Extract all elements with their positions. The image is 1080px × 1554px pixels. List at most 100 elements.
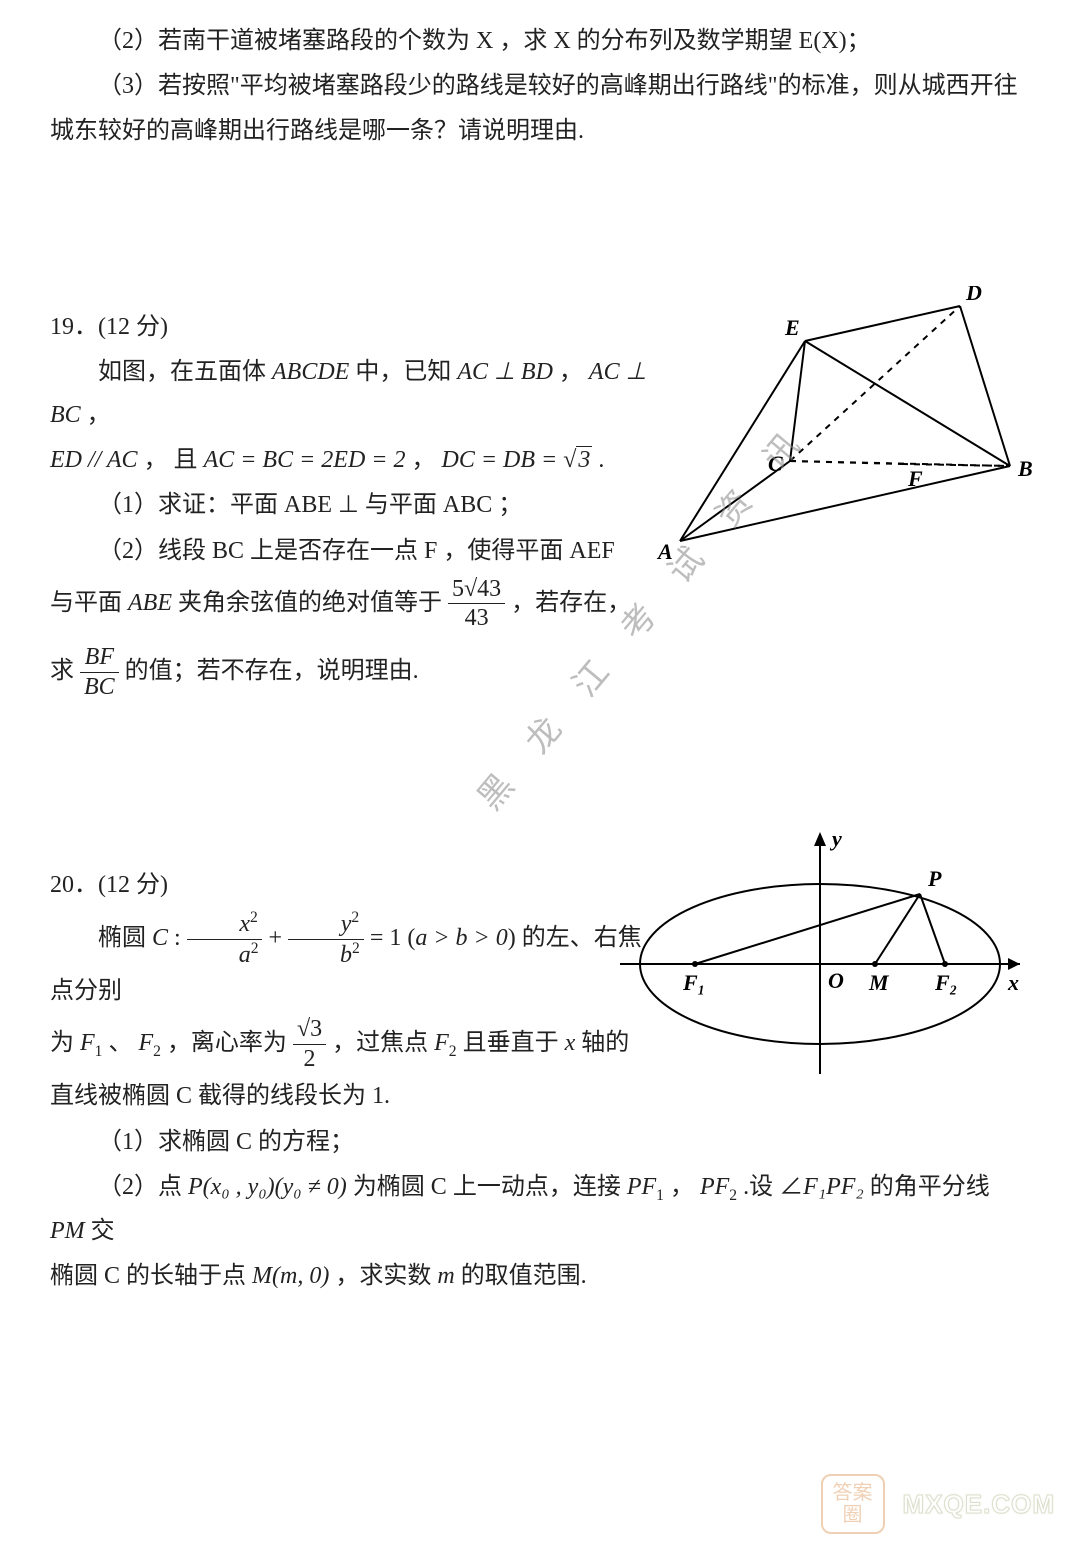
math-perp1: AC ⊥ BD — [457, 359, 553, 385]
math-xy: (x₀ , y₀)(y₀ ≠ 0) — [203, 1174, 347, 1200]
q20-line1: 椭圆 C : x2 a2 + y2 b2 = 1 (a > b > 0) 的左、… — [50, 909, 650, 1013]
math-mvar: m — [437, 1263, 454, 1289]
fraction: 5√4343 — [448, 575, 505, 634]
math-abcde: ABCDE — [272, 359, 349, 385]
text: 如图，在五面体 — [98, 359, 272, 385]
q19-part2-line3: 求 BFBC 的值；若不存在，说明理由. — [50, 643, 670, 702]
sqrt-icon: 3 — [563, 439, 592, 482]
text: . — [592, 447, 604, 473]
fraction-y2b2: y2 b2 — [288, 909, 364, 970]
corner-watermark: 答案 圈 MXQE.COM — [821, 1474, 1055, 1534]
math-edac: ED // AC — [50, 447, 138, 473]
badge-line2: 圈 — [843, 1504, 863, 1526]
svg-text:F₁: F₁ — [682, 970, 705, 995]
text: ， 且 — [138, 447, 204, 473]
math-m: M — [252, 1263, 272, 1289]
badge-line1: 答案 — [833, 1482, 873, 1504]
math-c: C — [152, 925, 168, 951]
q19-part1: （1）求证：平面 ABE ⊥ 与平面 ABC ； — [50, 484, 670, 527]
fraction-x2a2: x2 a2 — [187, 909, 263, 970]
radicand: 3 — [576, 446, 592, 473]
text: 椭圆 C 的长轴于点 — [50, 1263, 252, 1289]
text: 交 — [85, 1218, 115, 1244]
text: 的取值范围. — [455, 1263, 587, 1289]
text: 为椭圆 C 上一动点，连接 — [347, 1174, 627, 1200]
x: x — [239, 911, 250, 937]
text: 为 — [50, 1030, 80, 1056]
text: ，若存在， — [505, 590, 631, 616]
corner-badge: 答案 圈 — [821, 1474, 885, 1534]
q18-part2: （2）若南干道被堵塞路段的个数为 X ，求 X 的分布列及数学期望 E(X)； — [50, 20, 1030, 63]
text: （2）若南干道被堵塞路段的个数为 X ，求 X 的分布列及数学期望 E(X)； — [98, 28, 871, 54]
svg-text:F₂: F₂ — [934, 970, 957, 995]
fraction-bf-bc: BFBC — [80, 643, 119, 702]
text: ， — [553, 359, 589, 385]
numerator: √3 — [293, 1015, 326, 1045]
corner-url: MXQE.COM — [903, 1489, 1055, 1520]
denominator: 2 — [293, 1045, 326, 1074]
q19-part2-line1: （2）线段 BC 上是否存在一点 F ，使得平面 AEF — [50, 530, 670, 573]
math-eq2: DC = DB = — [441, 447, 563, 473]
math-abe: ABE — [128, 590, 172, 616]
math-eq1: AC = BC = 2ED = 2 — [204, 447, 406, 473]
b: b — [340, 942, 352, 968]
q20-figure: yxOF₁F₂MP — [620, 824, 1020, 1084]
math-x: x — [565, 1030, 576, 1056]
text: （2）线段 BC 上是否存在一点 F ，使得平面 AEF — [98, 538, 615, 564]
svg-text:A: A — [656, 539, 673, 564]
text: ，过焦点 — [326, 1030, 434, 1056]
text: 且垂直于 — [457, 1030, 565, 1056]
denominator: BC — [80, 673, 119, 702]
math-f2: F2 — [138, 1030, 160, 1056]
svg-text:O: O — [828, 968, 844, 993]
text: （1）求证：平面 ABE ⊥ 与平面 ABC ； — [98, 492, 522, 518]
svg-text:B: B — [1017, 456, 1033, 481]
q19-header: 19．(12 分) — [50, 306, 670, 349]
text: 、 — [102, 1030, 138, 1056]
q20-part1: （1）求椭圆 C 的方程； — [50, 1121, 1030, 1164]
svg-text:D: D — [965, 286, 982, 305]
text: 的角平分线 — [864, 1174, 990, 1200]
q19-line1: 如图，在五面体 ABCDE 中，已知 AC ⊥ BD ， AC ⊥ BC ， — [50, 351, 670, 437]
q18-part3-line2: 城东较好的高峰期出行路线是哪一条？请说明理由. — [50, 110, 1030, 153]
svg-text:C: C — [768, 451, 783, 476]
question-19: 19．(12 分) 如图，在五面体 ABCDE 中，已知 AC ⊥ BD ， A… — [50, 306, 1030, 702]
denominator: 43 — [448, 604, 505, 633]
text: 椭圆 — [98, 925, 152, 951]
text: ，离心率为 — [161, 1030, 293, 1056]
math-p: P — [188, 1174, 203, 1200]
text: = 1 ( — [370, 925, 416, 951]
math-f1: F1 — [80, 1030, 102, 1056]
math-pf2: PF2 — [700, 1174, 737, 1200]
text: .设 ∠ — [737, 1174, 803, 1200]
math-angle: F₁PF₂ — [803, 1174, 864, 1200]
q20-part2-line2: 椭圆 C 的长轴于点 M(m, 0) ，求实数 m 的取值范围. — [50, 1255, 1030, 1298]
text: 的值；若不存在，说明理由. — [119, 658, 419, 684]
svg-text:P: P — [927, 866, 942, 891]
question-20: 20．(12 分) 椭圆 C : x2 a2 + y2 b2 = 1 (a > … — [50, 864, 1030, 1298]
plus: + — [268, 925, 288, 951]
q19-figure: ABCDEF — [640, 286, 1040, 566]
math-pm: PM — [50, 1218, 85, 1244]
q20-line2: 为 F1 、 F2 ，离心率为 √32 ，过焦点 F2 且垂直于 x 轴的 — [50, 1015, 650, 1074]
text: ， — [405, 447, 441, 473]
text: 城东较好的高峰期出行路线是哪一条？请说明理由. — [50, 118, 584, 144]
q20-part2-line1: （2）点 P(x₀ , y₀)(y₀ ≠ 0) 为椭圆 C 上一动点，连接 PF… — [50, 1166, 1030, 1253]
text: ， — [664, 1174, 700, 1200]
text: 夹角余弦值的绝对值等于 — [172, 590, 448, 616]
text: （3）若按照"平均被堵塞路段少的路线是较好的高峰期出行路线"的标准，则从城西开往 — [98, 73, 1018, 99]
text: ) 的左 — [508, 925, 570, 951]
q18-part3-line1: （3）若按照"平均被堵塞路段少的路线是较好的高峰期出行路线"的标准，则从城西开往 — [50, 65, 1030, 108]
numerator: 5√43 — [448, 575, 505, 605]
q19-line2: ED // AC ， 且 AC = BC = 2ED = 2 ， DC = DB… — [50, 439, 670, 482]
q20-header: 20．(12 分) — [50, 864, 650, 907]
svg-text:M: M — [868, 970, 890, 995]
text: ，求实数 — [329, 1263, 437, 1289]
a: a — [239, 942, 251, 968]
math-ab: a > b > 0 — [415, 925, 507, 951]
svg-text:y: y — [829, 826, 842, 851]
text: 中，已知 — [349, 359, 457, 385]
math-f2b: F2 — [434, 1030, 456, 1056]
text: 与平面 — [50, 590, 128, 616]
text: 求 — [50, 658, 80, 684]
